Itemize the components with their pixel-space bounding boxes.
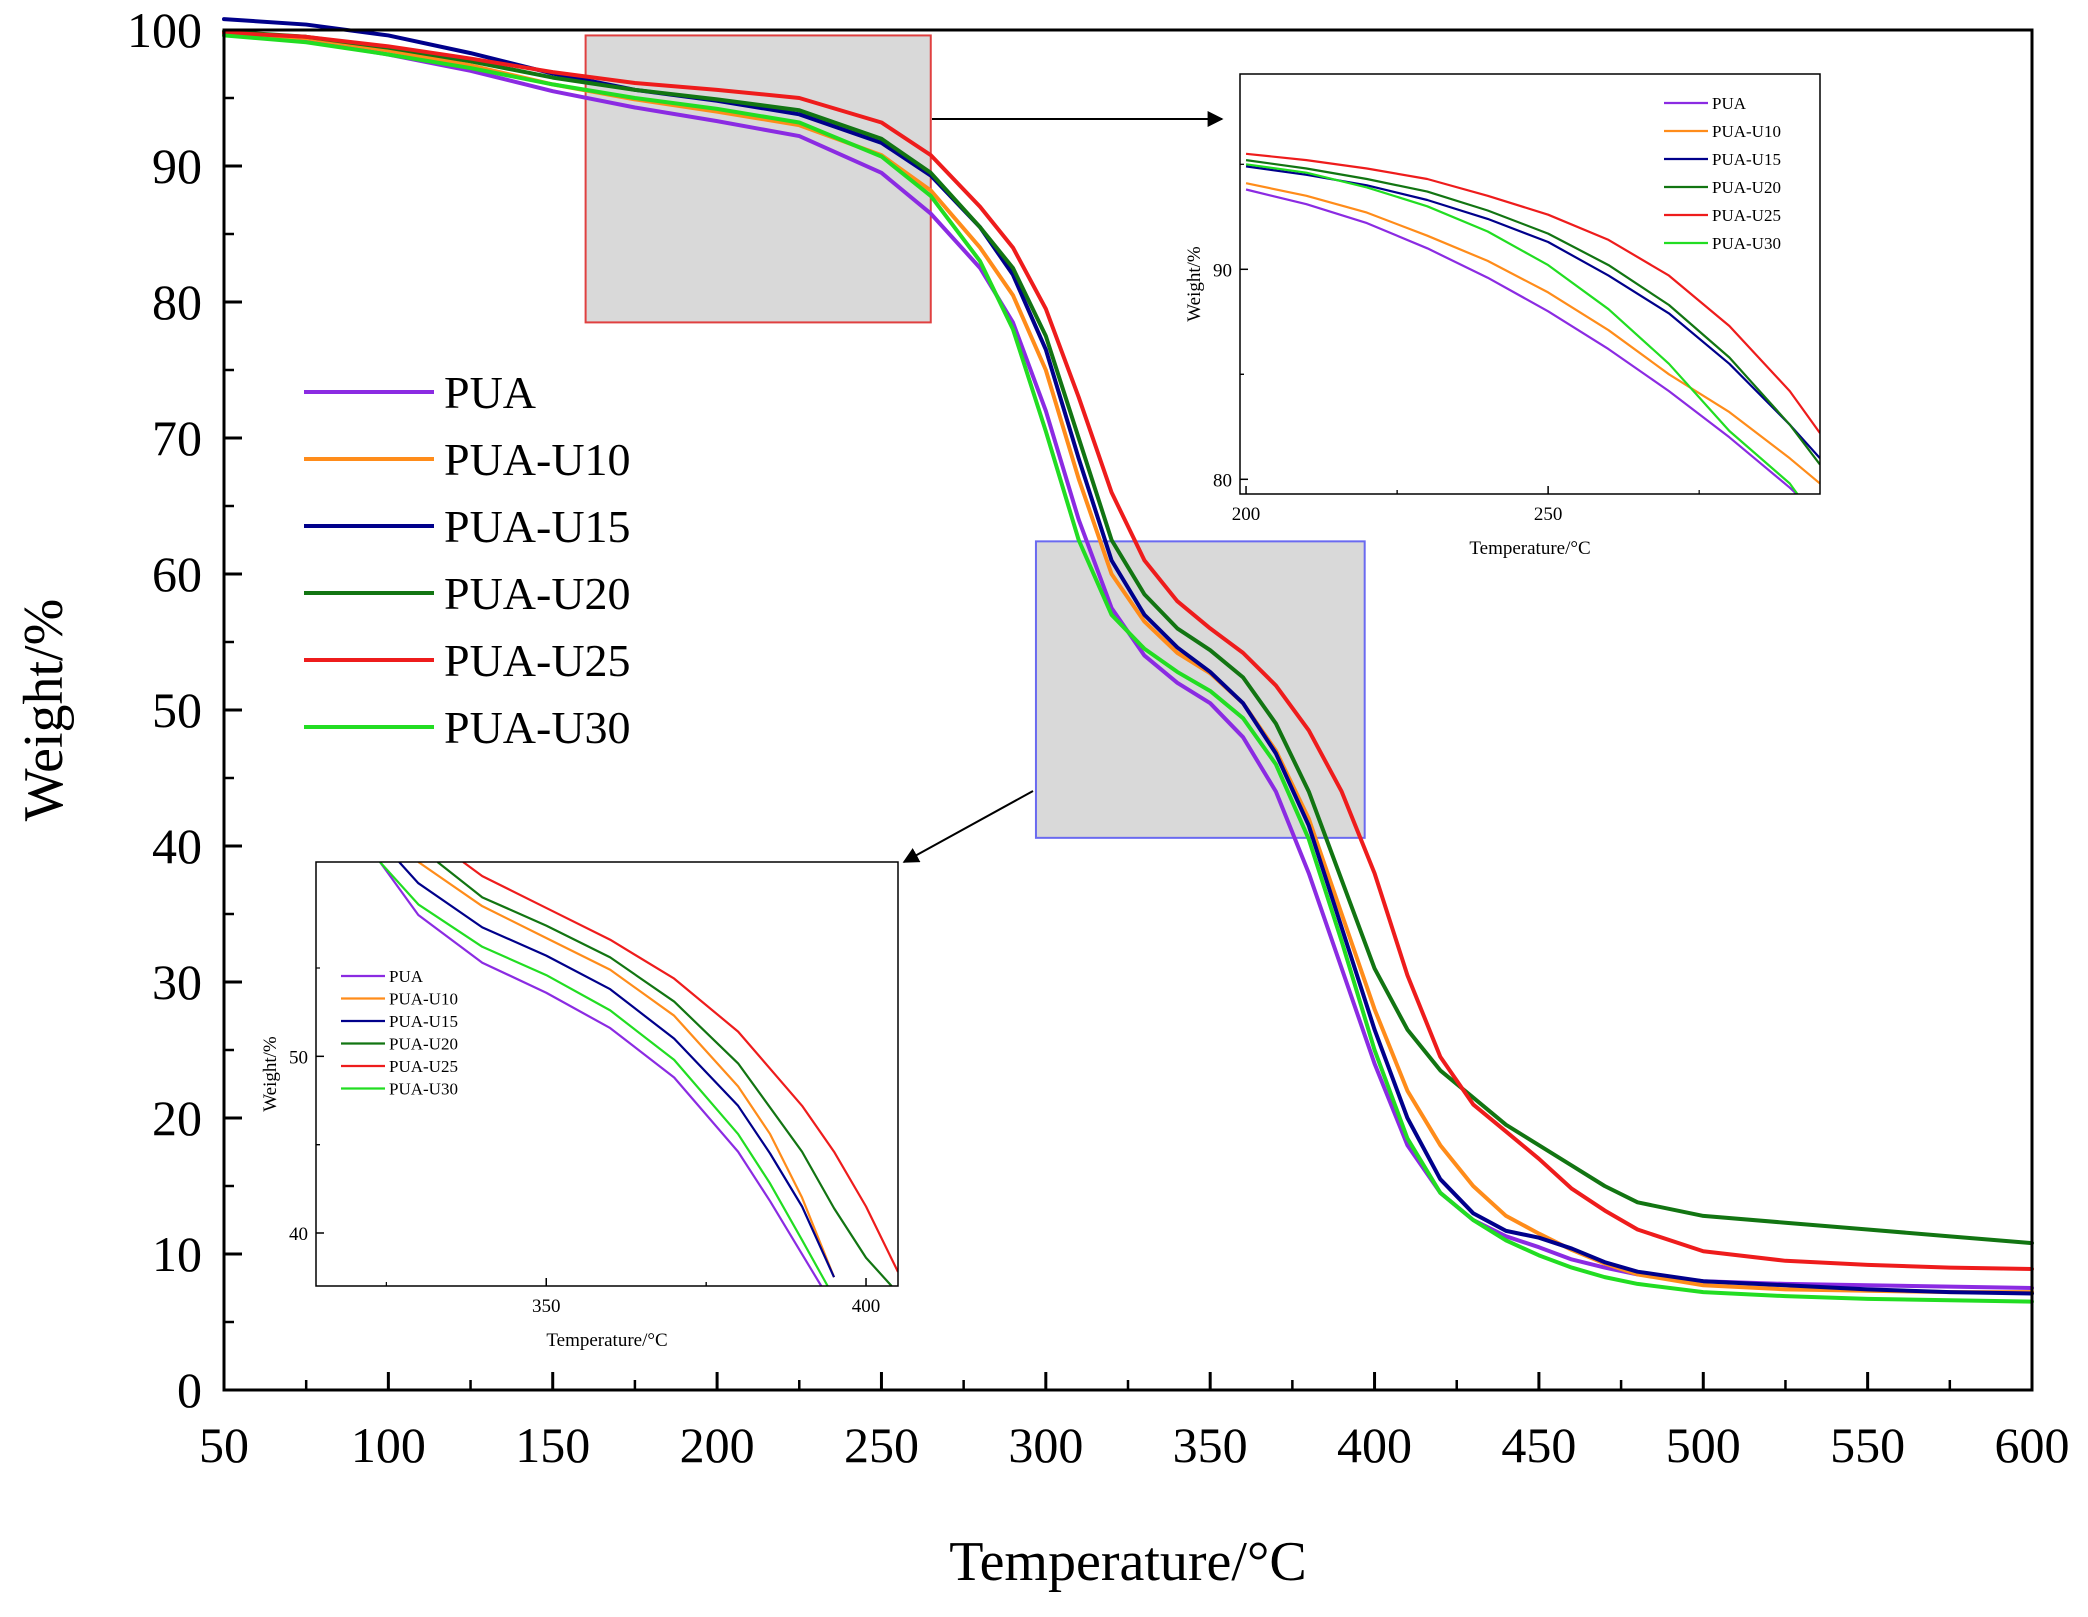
main-series-group bbox=[222, 17, 2034, 1304]
inset_top-line-pua-u30 bbox=[1245, 163, 1799, 494]
y-tick-label: 30 bbox=[152, 954, 202, 1010]
inset_bottom-background bbox=[316, 862, 898, 1286]
inset_top-y-tick-label: 90 bbox=[1213, 260, 1232, 281]
inset_bottom-legend-label-pua-u30: PUA-U30 bbox=[389, 1080, 458, 1099]
inset_top-y-tick-label: 80 bbox=[1213, 470, 1232, 491]
inset_bottom-legend-label-pua-u10: PUA-U10 bbox=[389, 990, 458, 1009]
inset_bottom-line-pua bbox=[379, 862, 823, 1286]
inset-bottom-plot: 350 400 40 50 Temperature/°C Weight/% PUA PUA-U… bbox=[260, 861, 899, 1351]
x-tick-label: 300 bbox=[1008, 1417, 1083, 1473]
zoom-region-box-1 bbox=[584, 34, 932, 324]
inset_top-line-pua bbox=[1245, 188, 1799, 494]
inset_top-y-title: Weight/% bbox=[1184, 246, 1205, 322]
y-tick-label: 40 bbox=[152, 818, 202, 874]
inset_top-series-group bbox=[1245, 152, 1820, 494]
inset_top-x-tick-label: 250 bbox=[1534, 504, 1563, 525]
legend-label-pua-u15: PUA-U15 bbox=[444, 501, 631, 552]
y-tick-label: 10 bbox=[152, 1226, 202, 1282]
inset_bottom-legend: PUA PUA-U10 PUA-U15 PUA-U20 PUA-U25 PUA-U30 bbox=[341, 967, 458, 1099]
y-tick-label: 70 bbox=[152, 410, 202, 466]
inset_bottom-y-tick-label: 40 bbox=[289, 1224, 308, 1245]
legend-label-pua-u30: PUA-U30 bbox=[444, 702, 631, 753]
inset-top-plot: 200 250 80 90 Temperature/°C Weight/% PUA PUA-U… bbox=[1184, 73, 1821, 559]
series-line-pua-u25 bbox=[222, 30, 2034, 1271]
y-axis-title: Weight/% bbox=[13, 599, 75, 822]
legend-label-pua-u20: PUA-U20 bbox=[444, 568, 631, 619]
inset_top-legend-label-pua-u20: PUA-U20 bbox=[1712, 178, 1781, 197]
inset_top-line-pua-u20 bbox=[1245, 159, 1820, 466]
x-tick-label: 100 bbox=[351, 1417, 426, 1473]
main-plot: 50 100 150 200 250 300 350 400 450 500 550 600 0 10 20… bbox=[13, 2, 2070, 1593]
x-axis-title: Temperature/°C bbox=[949, 1531, 1306, 1593]
inset_bottom-x-title: Temperature/°C bbox=[546, 1330, 667, 1351]
inset_top-x-title: Temperature/°C bbox=[1469, 538, 1590, 559]
x-tick-label: 150 bbox=[515, 1417, 590, 1473]
x-tick-label: 50 bbox=[199, 1417, 249, 1473]
y-tick-label: 50 bbox=[152, 682, 202, 738]
inset_top-frame bbox=[1239, 73, 1821, 495]
y-tick-label: 60 bbox=[152, 546, 202, 602]
inset_bottom-series-group bbox=[379, 862, 898, 1286]
legend-label-pua: PUA bbox=[444, 367, 536, 418]
inset_bottom-legend-label-pua-u25: PUA-U25 bbox=[389, 1057, 458, 1076]
inset_bottom-line-pua-u20 bbox=[436, 862, 893, 1286]
y-tick-label: 20 bbox=[152, 1090, 202, 1146]
connector-arrow-bottom bbox=[902, 790, 1034, 863]
inset_top-legend-label-pua-u25: PUA-U25 bbox=[1712, 206, 1781, 225]
inset_top-x-tick-label: 200 bbox=[1232, 504, 1261, 525]
series-line-pua-u30 bbox=[222, 33, 2034, 1304]
legend-label-pua-u25: PUA-U25 bbox=[444, 635, 631, 686]
inset_top-line-pua-u25 bbox=[1245, 152, 1820, 434]
zoom-region-box-2 bbox=[1034, 540, 1366, 839]
y-tick-label: 80 bbox=[152, 274, 202, 330]
inset_bottom-legend-label-pua: PUA bbox=[389, 967, 424, 986]
inset_bottom-y-title: Weight/% bbox=[260, 1036, 281, 1112]
series-line-pua-u20 bbox=[222, 29, 2034, 1246]
series-line-pua bbox=[222, 32, 2034, 1290]
inset_bottom-x-tick-label: 400 bbox=[852, 1296, 881, 1317]
inset_bottom-line-pua-u10 bbox=[417, 862, 836, 1278]
inset_top-legend-label-pua: PUA bbox=[1712, 94, 1747, 113]
inset_bottom-legend-label-pua-u20: PUA-U20 bbox=[389, 1035, 458, 1054]
y-tick-label: 100 bbox=[127, 2, 202, 58]
zoom-connectors bbox=[902, 111, 1224, 863]
x-tick-label: 200 bbox=[680, 1417, 755, 1473]
inset_bottom-frame bbox=[315, 861, 899, 1287]
x-tick-label: 500 bbox=[1666, 1417, 1741, 1473]
x-tick-label: 600 bbox=[1995, 1417, 2070, 1473]
y-tick-label: 0 bbox=[177, 1362, 202, 1418]
inset_bottom-y-tick-label: 50 bbox=[289, 1047, 308, 1068]
inset_top-legend: PUA PUA-U10 PUA-U15 PUA-U20 PUA-U25 PUA-U30 bbox=[1664, 94, 1781, 253]
legend-label-pua-u10: PUA-U10 bbox=[444, 434, 631, 485]
y-tick-label: 90 bbox=[152, 138, 202, 194]
x-tick-label: 400 bbox=[1337, 1417, 1412, 1473]
inset_bottom-line-pua-u15 bbox=[398, 862, 836, 1278]
inset_bottom-line-pua-u30 bbox=[379, 862, 829, 1286]
inset_bottom-x-tick-label: 350 bbox=[532, 1296, 561, 1317]
x-tick-label: 350 bbox=[1173, 1417, 1248, 1473]
main-legend: PUA PUA-U10 PUA-U15 PUA-U20 PUA-U25 PUA-U30 bbox=[304, 367, 631, 753]
x-tick-label: 550 bbox=[1830, 1417, 1905, 1473]
inset_bottom-legend-label-pua-u15: PUA-U15 bbox=[389, 1012, 458, 1031]
inset_top-legend-label-pua-u10: PUA-U10 bbox=[1712, 122, 1781, 141]
inset_top-legend-label-pua-u30: PUA-U30 bbox=[1712, 234, 1781, 253]
x-tick-label: 250 bbox=[844, 1417, 919, 1473]
inset_top-legend-label-pua-u15: PUA-U15 bbox=[1712, 150, 1781, 169]
inset_top-line-pua-u10 bbox=[1245, 182, 1820, 485]
x-tick-label: 450 bbox=[1501, 1417, 1576, 1473]
inset_bottom-line-pua-u25 bbox=[462, 862, 898, 1273]
